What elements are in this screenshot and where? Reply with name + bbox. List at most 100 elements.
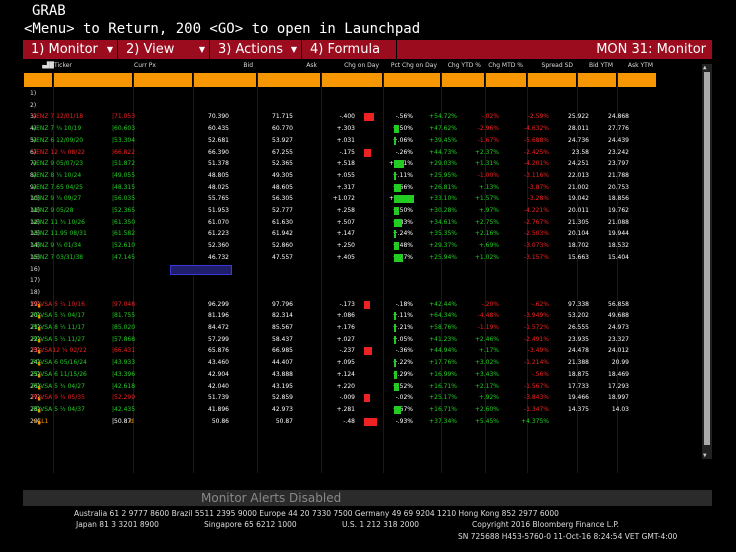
cell-bid[interactable]: 43.460: [208, 359, 229, 367]
cell-ytd[interactable]: +25.94%: [429, 253, 457, 261]
cell-px[interactable]: |42.435: [112, 405, 136, 413]
cell-bid[interactable]: 70.390: [208, 113, 229, 121]
scroll-up-icon[interactable]: ▲: [703, 64, 707, 71]
cell-bid[interactable]: 61.070: [208, 218, 229, 226]
cell-ask[interactable]: 44.407: [272, 359, 293, 367]
table-row[interactable]: 12) VENZ 11 ¾ 10/26 |61.350 61.070 61.630 +.5…: [24, 218, 632, 228]
cell-mtd[interactable]: +2.16%: [474, 230, 499, 238]
cell-bid[interactable]: 60.435: [208, 125, 229, 133]
cell-aytm[interactable]: 20.99: [611, 359, 629, 367]
cell-ytd[interactable]: +25.17%: [429, 394, 457, 402]
cell-spr[interactable]: -2.59%: [527, 113, 549, 121]
cell-ticker[interactable]: VENZ 9 ¼ 09/27: [32, 195, 82, 203]
cell-ytd[interactable]: +58.76%: [429, 324, 457, 331]
cell-chg[interactable]: +.055: [336, 171, 355, 179]
cell-chg[interactable]: +.095: [336, 359, 355, 367]
cell-px[interactable]: |60.603: [112, 125, 136, 133]
cell-pct[interactable]: +.66%: [392, 183, 413, 191]
cell-bid[interactable]: 65.876: [208, 347, 229, 355]
cell-ytd[interactable]: +44.73%: [429, 148, 457, 156]
cell-pct[interactable]: +.50%: [392, 125, 413, 133]
cell-spr[interactable]: -3.949%: [523, 312, 549, 320]
cell-mtd[interactable]: +1.57%: [474, 195, 499, 203]
column-header[interactable]: Bid: [243, 62, 253, 69]
cell-ask[interactable]: 52.365: [272, 160, 293, 168]
cell-aytm[interactable]: 15.404: [608, 253, 629, 261]
cell-aytm[interactable]: 18.532: [608, 242, 629, 250]
table-row[interactable]: 20) ▖ PDVSA 5 ¼ 04/17 |81.755 81.196 82.314 +.…: [24, 311, 632, 321]
cell-spr[interactable]: -3.157%: [523, 253, 549, 261]
table-row[interactable]: 15) VENZ 7 03/31/38 |47.145 46.732 47.557 +.4…: [24, 253, 632, 263]
cell-pct[interactable]: +.52%: [392, 382, 413, 390]
cell-pct[interactable]: +.11%: [392, 171, 413, 179]
cell-bid[interactable]: 48.805: [208, 171, 229, 179]
cell-chg[interactable]: +1.072: [332, 195, 355, 203]
formula-menu[interactable]: 4) Formula: [302, 40, 397, 59]
cell-bid[interactable]: 57.299: [208, 335, 229, 343]
cell-spr[interactable]: -2.425%: [523, 148, 549, 156]
actions-menu[interactable]: 3) Actions ▼: [210, 40, 302, 59]
cell-chg[interactable]: +.086: [336, 312, 355, 320]
cell-spr[interactable]: -3.28%: [527, 195, 549, 203]
cell-spr[interactable]: -3.843%: [523, 394, 549, 402]
cell-chg[interactable]: +.031: [336, 136, 355, 144]
cell-aytm[interactable]: 24.012: [608, 347, 629, 355]
cell-ask[interactable]: 82.314: [272, 312, 293, 320]
cell-aytm[interactable]: 56.858: [608, 300, 629, 308]
cell-mtd[interactable]: -2.96%: [477, 125, 499, 133]
cell-aytm[interactable]: 24.868: [608, 113, 629, 121]
cell-bytm[interactable]: 15.663: [568, 253, 589, 261]
cell-spr[interactable]: -5.688%: [523, 136, 549, 144]
cell-ytd[interactable]: +26.81%: [429, 183, 457, 191]
cell-aytm[interactable]: 18.997: [608, 394, 629, 402]
cell-px[interactable]: |66.431: [112, 347, 136, 355]
cell-spr[interactable]: -.62%: [531, 300, 549, 308]
cell-aytm[interactable]: 17.293: [608, 382, 629, 390]
cell-ask[interactable]: 66.985: [272, 347, 293, 355]
table-row[interactable]: 5) VENZ 6 12/09/20 |53.304 52.681 53.927 +.03…: [24, 136, 632, 146]
cell-ticker[interactable]: VENZ 9 ¼ 01/34: [32, 242, 82, 250]
cell-chg[interactable]: -.237: [339, 347, 355, 355]
cell-chg[interactable]: -.173: [339, 300, 355, 308]
cell-px[interactable]: |61.350: [112, 218, 136, 226]
cell-mtd[interactable]: +3.02%: [474, 359, 499, 367]
table-row[interactable]: 18): [24, 288, 632, 298]
cell-chg[interactable]: +.027: [336, 335, 355, 343]
cell-ticker[interactable]: VENZ 7 03/31/38: [32, 253, 84, 261]
cell-bid[interactable]: 84.472: [208, 324, 229, 331]
cell-bytm[interactable]: 53.202: [568, 312, 589, 320]
cell-bytm[interactable]: 18.702: [568, 242, 589, 250]
cell-px[interactable]: |56.035: [112, 195, 136, 203]
cell-ticker[interactable]: VENZ 6 12/09/20: [32, 136, 84, 144]
cell-ask[interactable]: 58.437: [272, 335, 293, 343]
cell-bid[interactable]: 41.896: [208, 405, 229, 413]
cell-spr[interactable]: -4.221%: [523, 207, 549, 214]
cell-bytm[interactable]: 28.011: [568, 125, 589, 133]
cell-aytm[interactable]: 21.088: [608, 218, 629, 226]
cell-ticker[interactable]: PDVSA 8 ½ 11/17: [32, 324, 85, 331]
cell-ticker[interactable]: PDVSA 5 ¾ 04/27: [32, 382, 85, 390]
cell-bid[interactable]: 96.299: [208, 300, 229, 308]
cell-px[interactable]: |61.582: [112, 230, 136, 238]
cell-bid[interactable]: 51.953: [208, 207, 229, 214]
cell-mtd[interactable]: +1.31%: [474, 160, 499, 168]
cell-spr[interactable]: -3.87%: [527, 183, 549, 191]
cell-px[interactable]: |57.868: [112, 335, 136, 343]
column-header[interactable]: Chg YTD %: [447, 62, 481, 69]
cell-ytd[interactable]: +33.10%: [429, 195, 457, 203]
cell-aytm[interactable]: 49.688: [608, 312, 629, 320]
scroll-down-icon[interactable]: ▼: [703, 452, 707, 459]
cell-aytm[interactable]: 24.973: [608, 324, 629, 331]
cell-bytm[interactable]: 26.555: [568, 324, 589, 331]
cell-aytm[interactable]: 19.944: [608, 230, 629, 238]
cell-ask[interactable]: 61.942: [272, 230, 293, 238]
cell-chg[interactable]: -.400: [339, 113, 355, 121]
cell-px[interactable]: |47.145: [112, 253, 136, 261]
cell-aytm[interactable]: 21.788: [608, 171, 629, 179]
cell-ticker[interactable]: PDVSA 5 ½ 11/27: [32, 335, 85, 343]
cell-ask[interactable]: 49.305: [272, 171, 293, 179]
cell-ask[interactable]: 48.605: [272, 183, 293, 191]
cell-bytm[interactable]: 97.338: [568, 300, 589, 308]
cell-bytm[interactable]: 25.922: [568, 113, 589, 121]
cell-bytm[interactable]: 19.042: [568, 195, 589, 203]
